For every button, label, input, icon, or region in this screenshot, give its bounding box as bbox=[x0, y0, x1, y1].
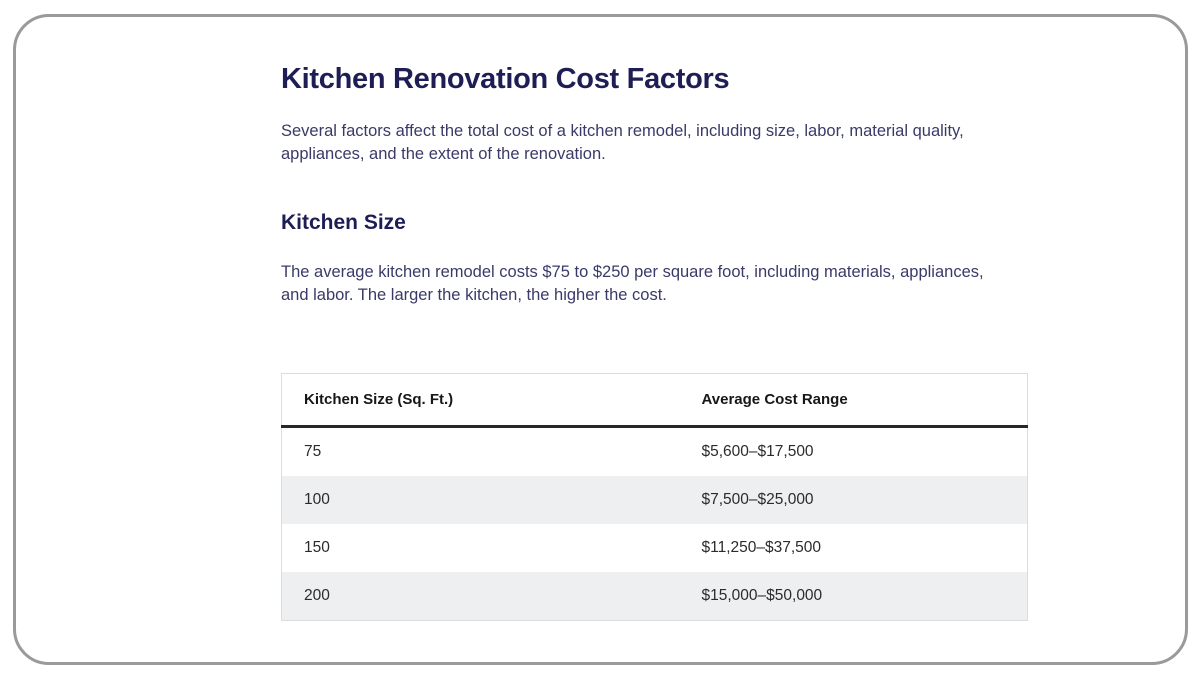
section-paragraph: The average kitchen remodel costs $75 to… bbox=[281, 263, 984, 304]
cell-cost: $11,250–$37,500 bbox=[679, 524, 1028, 572]
cell-cost: $7,500–$25,000 bbox=[679, 476, 1028, 524]
column-header-cost-range: Average Cost Range bbox=[679, 373, 1028, 428]
page-frame: Kitchen Renovation Cost Factors Several … bbox=[13, 14, 1188, 665]
cell-size: 150 bbox=[281, 524, 680, 572]
cost-table-body: 75 $5,600–$17,500 100 $7,500–$25,000 150… bbox=[281, 426, 1028, 621]
cost-table-header: Kitchen Size (Sq. Ft.) Average Cost Rang… bbox=[281, 373, 1028, 428]
cell-cost: $15,000–$50,000 bbox=[679, 572, 1028, 621]
column-header-kitchen-size: Kitchen Size (Sq. Ft.) bbox=[281, 373, 680, 428]
table-row: 150 $11,250–$37,500 bbox=[281, 524, 1028, 572]
table-row: 75 $5,600–$17,500 bbox=[281, 426, 1028, 476]
table-row: 100 $7,500–$25,000 bbox=[281, 476, 1028, 524]
page-title: Kitchen Renovation Cost Factors bbox=[281, 63, 730, 95]
cell-size: 75 bbox=[281, 426, 680, 476]
article: Kitchen Renovation Cost Factors Several … bbox=[281, 63, 1031, 621]
section-heading-kitchen-size: Kitchen Size bbox=[281, 211, 406, 234]
table-row: 200 $15,000–$50,000 bbox=[281, 572, 1028, 621]
cost-table: Kitchen Size (Sq. Ft.) Average Cost Rang… bbox=[281, 373, 1028, 621]
header-row: Kitchen Size (Sq. Ft.) Average Cost Rang… bbox=[281, 373, 1028, 428]
cell-size: 200 bbox=[281, 572, 680, 621]
intro-paragraph: Several factors affect the total cost of… bbox=[281, 122, 964, 163]
cell-size: 100 bbox=[281, 476, 680, 524]
cell-cost: $5,600–$17,500 bbox=[679, 426, 1028, 476]
